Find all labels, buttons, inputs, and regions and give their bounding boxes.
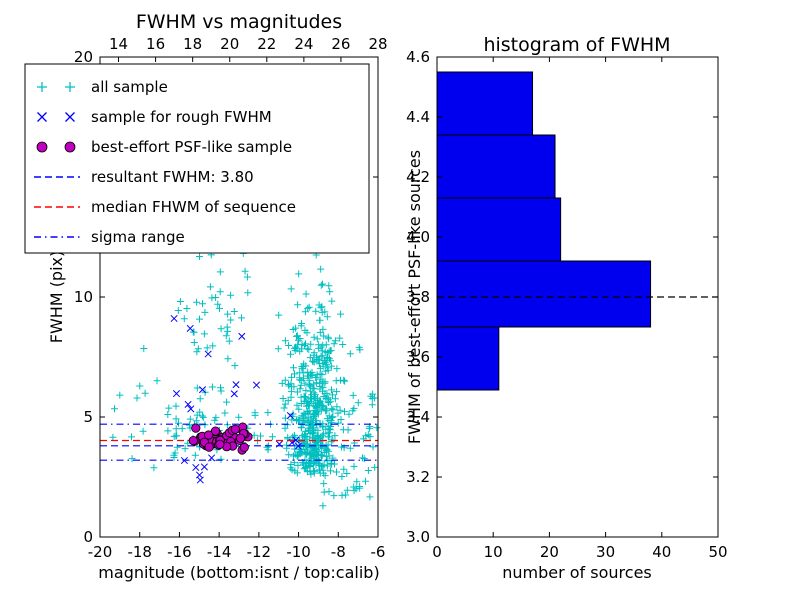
bottom-x-tick-label: -14 (207, 543, 232, 561)
y-tick-label: 10 (74, 288, 93, 306)
bottom-x-tick-label: -10 (286, 543, 311, 561)
x-tick-label: 50 (708, 543, 727, 561)
psf-sample-point (215, 439, 225, 449)
right-axes-ticks (436, 56, 719, 538)
histogram-bar (436, 134, 556, 199)
legend-row: resultant FWHM: 3.80 (34, 168, 254, 186)
left-plot-ylabel: FWHM (pix) (47, 251, 66, 344)
legend-label: sigma range (91, 228, 185, 246)
top-x-tick-label: 14 (109, 35, 128, 53)
legend-row: median FHWM of sequence (34, 198, 296, 216)
legend-label: best-effort PSF-like sample (91, 138, 292, 156)
histogram-bar (436, 326, 500, 391)
y-tick-label: 3.6 (406, 348, 430, 366)
right-plot-title: histogram of FWHM (483, 34, 670, 56)
y-tick-label: 4.4 (406, 108, 430, 126)
psf-like-sample-points (188, 422, 253, 455)
legend-row: all sample (37, 78, 168, 96)
y-tick-label: 4.0 (406, 228, 430, 246)
bottom-x-tick-label: -18 (127, 543, 152, 561)
left-axes-ticks (99, 56, 379, 538)
top-x-tick-label: 24 (294, 35, 313, 53)
bottom-x-tick-label: -16 (167, 543, 192, 561)
legend-label: resultant FWHM: 3.80 (91, 168, 254, 186)
legend-row: sample for rough FWHM (37, 108, 272, 126)
legend-circle-marker (36, 141, 48, 153)
legend-plus-marker (37, 82, 47, 92)
left-plot-xlabel: magnitude (bottom:isnt / top:calib) (98, 563, 379, 582)
bottom-x-tick-label: -8 (331, 543, 346, 561)
y-tick-label: 4.2 (406, 168, 430, 186)
y-tick-label: 5 (83, 408, 93, 426)
psf-sample-point (188, 435, 198, 446)
y-tick-label: 4.6 (406, 48, 430, 66)
bottom-x-tick-label: -20 (88, 543, 113, 561)
top-x-tick-label: 16 (146, 35, 165, 53)
right-plot-content: 0 10 20 30 40 50 3.0 3.2 3.4 3.6 3.8 4.0 4.2 4.4 4.6 (406, 48, 727, 561)
legend: all sample sample for rough FWHM best-effo… (24, 63, 370, 254)
top-x-tick-label: 22 (257, 35, 276, 53)
psf-sample-point (235, 433, 246, 443)
legend-box (24, 63, 370, 254)
psf-sample-point (230, 424, 240, 434)
psf-sample-point (204, 442, 214, 452)
top-x-tick-label: 18 (183, 35, 202, 53)
histogram-bar (436, 71, 534, 136)
rough-fwhm-sample-points (170, 314, 302, 484)
legend-x-marker (37, 112, 47, 122)
y-tick-label: 3.2 (406, 468, 430, 486)
histogram-bar (436, 260, 652, 328)
right-plot-xlabel: number of sources (502, 563, 652, 582)
psf-sample-point (210, 426, 221, 436)
bottom-x-tick-label: -12 (247, 543, 272, 561)
y-tick-label: 3.8 (406, 288, 430, 306)
legend-plus-marker (65, 82, 75, 92)
x-tick-label: 30 (596, 543, 615, 561)
legend-circle-marker (64, 141, 76, 153)
y-tick-label: 3.0 (406, 528, 430, 546)
x-tick-label: 10 (484, 543, 503, 561)
top-x-tick-label: 20 (220, 35, 239, 53)
bottom-x-tick-label: -6 (371, 543, 386, 561)
histogram-bar (436, 197, 562, 262)
legend-label: all sample (91, 78, 168, 96)
psf-sample-point (191, 423, 201, 433)
fwhm-histogram-plot: histogram of FWHM number of sources FWHM… (405, 34, 728, 582)
top-x-tick-label: 26 (331, 35, 350, 53)
histogram-bars (436, 71, 652, 391)
all-sample-points (109, 241, 381, 510)
legend-row: sigma range (34, 228, 185, 246)
legend-label: sample for rough FWHM (91, 108, 272, 126)
right-plot-ylabel: FWHM of best-effort PSF-like sources (405, 150, 424, 444)
legend-label: median FHWM of sequence (91, 198, 296, 216)
y-tick-label: 3.4 (406, 408, 430, 426)
y-tick-label: 20 (74, 48, 93, 66)
legend-row: best-effort PSF-like sample (36, 138, 292, 156)
x-tick-label: 20 (540, 543, 559, 561)
left-plot-title: FWHM vs magnitudes (136, 11, 342, 33)
y-tick-label: 0 (83, 528, 93, 546)
legend-x-marker (65, 112, 75, 122)
psf-sample-point (239, 442, 249, 452)
top-x-tick-label: 28 (368, 35, 387, 53)
x-tick-label: 0 (432, 543, 442, 561)
x-tick-label: 40 (652, 543, 671, 561)
psf-sample-point (204, 430, 214, 440)
